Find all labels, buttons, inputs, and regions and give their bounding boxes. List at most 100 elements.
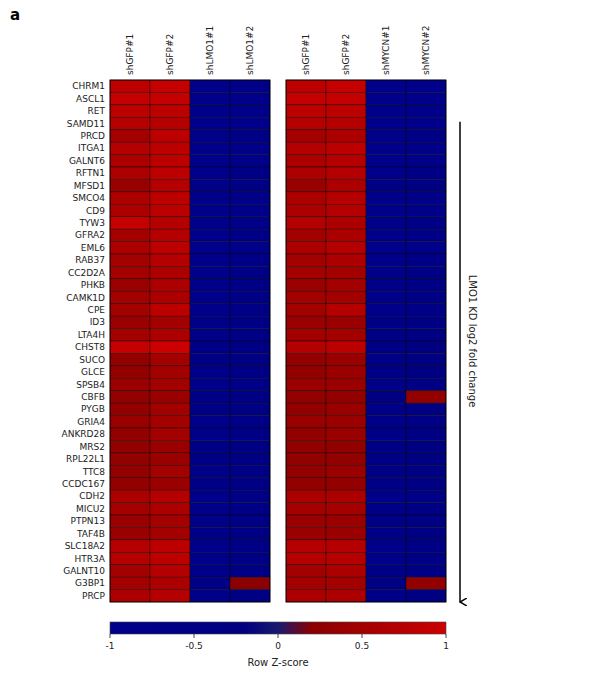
heatmap-cell: [326, 316, 366, 328]
heatmap-cell: [190, 105, 230, 117]
heatmap-cell: [366, 341, 406, 353]
heatmap-cell: [110, 155, 150, 167]
heatmap-cell: [230, 155, 270, 167]
heatmap-cell: [190, 80, 230, 92]
heatmap-cell: [286, 416, 326, 428]
heatmap-cell: [326, 204, 366, 216]
heatmap-cell: [326, 440, 366, 452]
heatmap-cell: [406, 478, 446, 490]
heatmap-cell: [150, 155, 190, 167]
heatmap-cell: [150, 490, 190, 502]
heatmap-cell: [150, 204, 190, 216]
heatmap-cell: [190, 291, 230, 303]
heatmap-cell: [110, 167, 150, 179]
heatmap-cell: [230, 142, 270, 154]
heatmap-cell: [406, 204, 446, 216]
heatmap-cell: [110, 515, 150, 527]
heatmap-cell: [230, 503, 270, 515]
heatmap-cell: [326, 378, 366, 390]
row-label: GLCE: [81, 367, 105, 377]
colorbar-tick-label: 1: [443, 641, 449, 651]
column-label: shLMO1#2: [245, 26, 255, 75]
heatmap-cell: [110, 590, 150, 602]
heatmap-cell: [230, 229, 270, 241]
heatmap-cell: [190, 391, 230, 403]
heatmap-cell: [326, 217, 366, 229]
heatmap-cell: [406, 465, 446, 477]
heatmap-cell: [406, 590, 446, 602]
heatmap-cell: [230, 266, 270, 278]
row-label: MFSD1: [74, 181, 105, 191]
heatmap-cell: [230, 105, 270, 117]
colorbar-tick-label: 0.5: [355, 641, 369, 651]
heatmap-cell: [366, 515, 406, 527]
heatmap-cell: [150, 540, 190, 552]
column-label: shGFP#2: [165, 34, 175, 75]
heatmap-cell: [150, 105, 190, 117]
heatmap-cell: [110, 130, 150, 142]
heatmap-cell: [150, 279, 190, 291]
heatmap-cell: [230, 167, 270, 179]
heatmap-cell: [150, 291, 190, 303]
heatmap-cell: [286, 391, 326, 403]
heatmap-cell: [366, 552, 406, 564]
heatmap-cell: [190, 378, 230, 390]
heatmap-cell: [366, 142, 406, 154]
heatmap-cell: [110, 540, 150, 552]
heatmap-cell: [230, 391, 270, 403]
heatmap-cell: [190, 515, 230, 527]
heatmap-cell: [230, 316, 270, 328]
heatmap-cell: [110, 217, 150, 229]
heatmap-cell: [230, 440, 270, 452]
heatmap-cell: [150, 316, 190, 328]
heatmap-cell: [150, 92, 190, 104]
heatmap-cell: [406, 490, 446, 502]
heatmap-cell: [150, 552, 190, 564]
heatmap-cell: [366, 490, 406, 502]
heatmap-cell: [190, 453, 230, 465]
heatmap-cell: [150, 403, 190, 415]
heatmap-cell: [366, 391, 406, 403]
heatmap-cell: [230, 204, 270, 216]
heatmap-cell: [230, 353, 270, 365]
heatmap-cell: [230, 242, 270, 254]
heatmap-cell: [150, 391, 190, 403]
heatmap-cell: [366, 577, 406, 589]
heatmap-cell: [326, 304, 366, 316]
heatmap-cell: [150, 416, 190, 428]
heatmap-cell: [190, 490, 230, 502]
row-label: RET: [88, 106, 106, 116]
heatmap-cell: [326, 291, 366, 303]
heatmap-cell: [366, 428, 406, 440]
heatmap-cell: [286, 366, 326, 378]
heatmap-cell: [190, 254, 230, 266]
colorbar-label: Row Z-score: [247, 657, 308, 668]
heatmap-cell: [286, 192, 326, 204]
heatmap-cell: [286, 254, 326, 266]
heatmap-cell: [326, 366, 366, 378]
row-label: RFTN1: [76, 168, 105, 178]
row-label: GALNT10: [63, 566, 105, 576]
heatmap-panel: shGFP#1shGFP#2shLMO1#1shLMO1#2: [110, 26, 270, 602]
heatmap-cell: [406, 428, 446, 440]
heatmap-cell: [366, 304, 406, 316]
row-label: ASCL1: [76, 94, 105, 104]
row-label: PYGB: [81, 404, 105, 414]
heatmap-cell: [366, 254, 406, 266]
heatmap-cell: [150, 590, 190, 602]
heatmap-cell: [110, 478, 150, 490]
heatmap-cell: [110, 403, 150, 415]
heatmap-cell: [230, 590, 270, 602]
heatmap-cell: [366, 527, 406, 539]
row-label: SAMD11: [67, 119, 105, 129]
heatmap-cell: [190, 540, 230, 552]
heatmap-cell: [406, 378, 446, 390]
heatmap-cell: [366, 503, 406, 515]
heatmap-cell: [286, 217, 326, 229]
heatmap-cell: [230, 428, 270, 440]
colorbar-tick: [362, 634, 363, 638]
heatmap-cell: [366, 179, 406, 191]
heatmap-cell: [190, 428, 230, 440]
heatmap-cell: [110, 366, 150, 378]
heatmap-cell: [230, 577, 270, 589]
